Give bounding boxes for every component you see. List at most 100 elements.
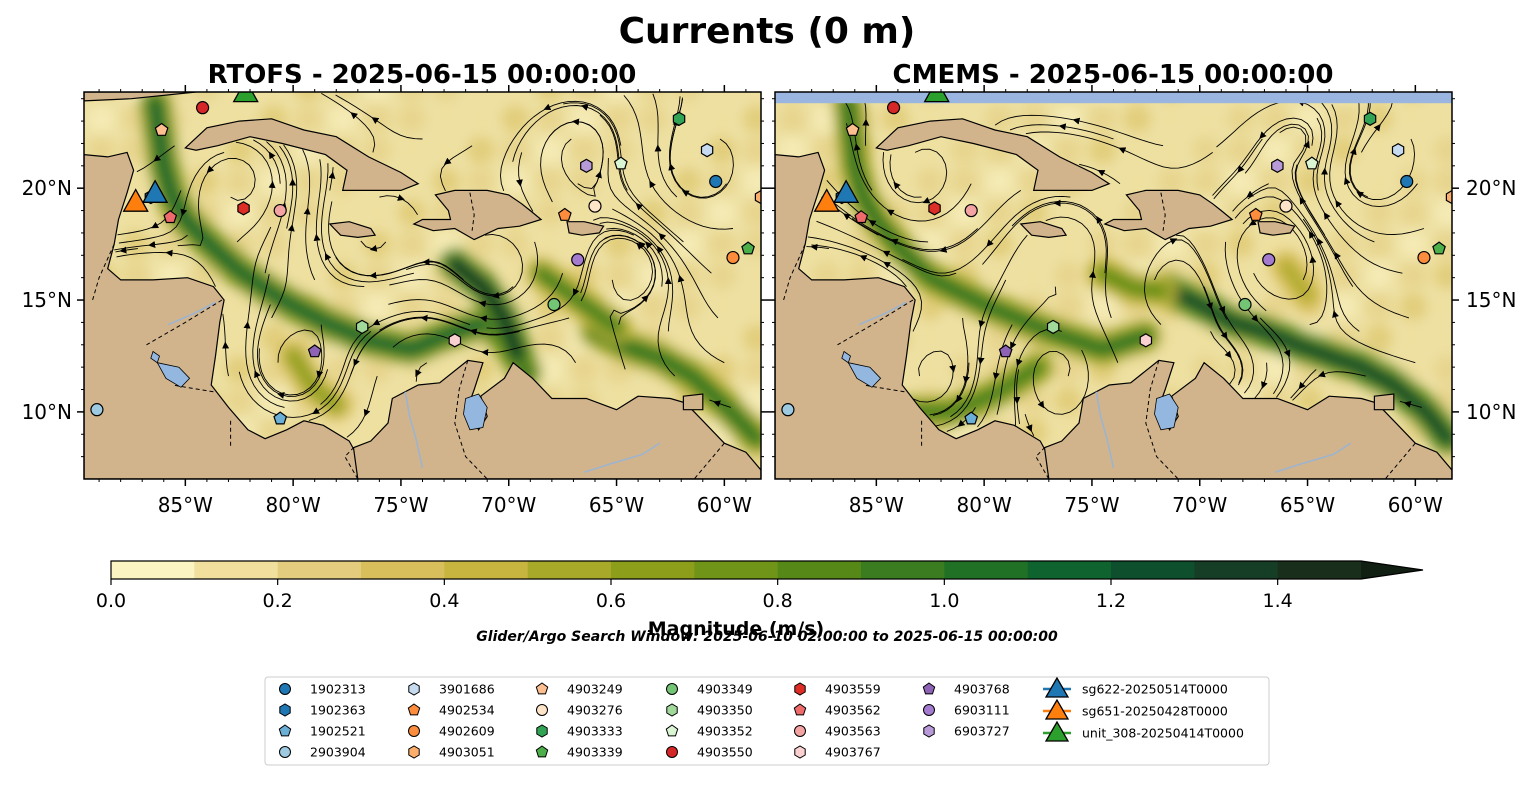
field-blob bbox=[363, 292, 392, 321]
field-blob bbox=[1261, 136, 1290, 165]
field-blob bbox=[535, 355, 564, 384]
float-4903562 bbox=[854, 210, 869, 224]
field-blob bbox=[363, 198, 392, 227]
colorbar-bin bbox=[611, 561, 695, 579]
field-blob bbox=[535, 104, 564, 133]
field-blob bbox=[1123, 230, 1152, 259]
y-tick-label: 15°N bbox=[22, 288, 72, 312]
field-blob bbox=[1295, 136, 1324, 165]
country-border bbox=[1160, 192, 1166, 231]
river bbox=[404, 391, 424, 468]
field-blob bbox=[985, 167, 1014, 196]
field-blob bbox=[1054, 292, 1083, 321]
field-blob bbox=[708, 92, 736, 102]
field-blob bbox=[1399, 198, 1428, 227]
rtofs-land bbox=[84, 92, 761, 479]
float-4902609 bbox=[1417, 250, 1431, 265]
glider-unit_308-20250414T0000 bbox=[232, 92, 259, 103]
field-blob bbox=[156, 230, 185, 259]
field-blob bbox=[673, 261, 702, 290]
field-blob bbox=[674, 92, 701, 102]
field-blob bbox=[1433, 167, 1452, 196]
search-window-caption: Glider/Argo Search Window: 2025-06-10 02… bbox=[476, 629, 1058, 645]
field-blob bbox=[570, 136, 599, 165]
colorbar-tick-label: 1.2 bbox=[1096, 590, 1126, 612]
field-blob bbox=[87, 104, 116, 133]
field-blob bbox=[708, 324, 737, 353]
float-6903111 bbox=[571, 253, 585, 267]
jet-core bbox=[1162, 284, 1452, 444]
float-4903550 bbox=[886, 101, 901, 115]
field-blob bbox=[1054, 230, 1083, 259]
field-blob bbox=[708, 230, 737, 259]
float-4903333 bbox=[672, 111, 686, 126]
river bbox=[583, 442, 661, 474]
jet-core bbox=[1281, 262, 1312, 301]
colorbar-bin bbox=[1027, 561, 1112, 579]
field-blob bbox=[742, 292, 761, 321]
x-tick-label: 80°W bbox=[266, 493, 321, 517]
legend-marker bbox=[407, 703, 421, 716]
field-blob bbox=[363, 104, 392, 133]
x-tick-label: 85°W bbox=[849, 493, 904, 517]
legend-label: 4902534 bbox=[439, 703, 495, 718]
legend-label: 1902313 bbox=[310, 682, 366, 697]
x-tick-label: 65°W bbox=[589, 493, 644, 517]
field-blob bbox=[1088, 136, 1117, 165]
field-blob bbox=[225, 324, 254, 353]
field-blob bbox=[742, 104, 761, 133]
panel-title-rtofs: RTOFS - 2025-06-15 00:00:00 bbox=[208, 60, 637, 90]
lake bbox=[847, 362, 882, 388]
field-blob bbox=[225, 167, 254, 196]
field-blob bbox=[604, 230, 633, 259]
field-blob bbox=[397, 230, 426, 259]
field-blob bbox=[1054, 386, 1083, 415]
field-blob bbox=[742, 136, 761, 165]
field-blob bbox=[1433, 198, 1452, 227]
country-border bbox=[344, 447, 359, 479]
colorbar-bin bbox=[277, 561, 362, 579]
field-blob bbox=[259, 230, 288, 259]
land-south-america bbox=[1043, 359, 1452, 479]
streamline bbox=[235, 141, 273, 243]
field-blob bbox=[1192, 104, 1221, 133]
field-blob bbox=[467, 92, 494, 102]
legend-marker bbox=[923, 724, 935, 738]
legend-marker bbox=[666, 703, 678, 717]
field-blob bbox=[1364, 230, 1393, 259]
field-blob bbox=[501, 92, 529, 102]
field-blob bbox=[639, 92, 667, 102]
legend-marker bbox=[279, 703, 291, 717]
field-blob bbox=[1226, 230, 1255, 259]
field-blob bbox=[1192, 167, 1221, 196]
colorbar-bin bbox=[111, 561, 195, 579]
figure-title: Currents (0 m) bbox=[619, 11, 916, 52]
legend-label: 6903111 bbox=[954, 703, 1010, 718]
field-blob bbox=[1157, 136, 1186, 165]
field-blob bbox=[225, 386, 254, 415]
field-blob bbox=[190, 167, 219, 196]
float-6903111 bbox=[1262, 253, 1276, 267]
field-blob bbox=[1088, 230, 1117, 259]
legend-marker bbox=[666, 683, 678, 695]
legend-marker bbox=[794, 745, 806, 759]
float-4903767 bbox=[448, 333, 462, 348]
colorbar-bin bbox=[1111, 561, 1195, 579]
field-blob bbox=[501, 136, 530, 165]
legend-marker bbox=[923, 704, 935, 716]
field-blob bbox=[535, 167, 564, 196]
legend-marker bbox=[665, 724, 679, 737]
field-blob bbox=[1157, 324, 1186, 353]
glider-sg622-20250514T0000 bbox=[141, 179, 169, 203]
colorbar-bin bbox=[1277, 561, 1362, 579]
legend-marker bbox=[794, 682, 806, 696]
field-blob bbox=[916, 355, 945, 384]
field-blob bbox=[536, 92, 563, 102]
legend-marker bbox=[279, 683, 291, 695]
float-4903768 bbox=[998, 344, 1013, 358]
streamline bbox=[279, 145, 294, 229]
field-blob bbox=[294, 92, 322, 102]
land-yucatan-top bbox=[84, 92, 197, 102]
legend-glider-marker bbox=[1044, 676, 1070, 698]
colorbar: 0.0 0.2 0.4 0.6 0.8 1.0 1.2 1.4 bbox=[96, 560, 1424, 612]
